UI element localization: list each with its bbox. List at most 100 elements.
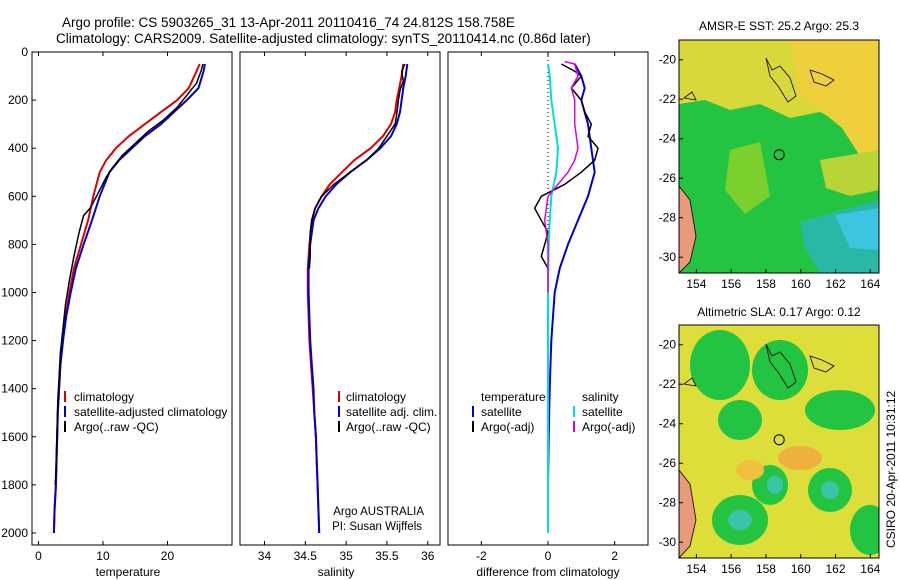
temperature-climatology-line	[52, 63, 201, 534]
salinity-annotation-pi: PI: Susan Wijffels	[332, 521, 422, 533]
sla-xtick-label: 154	[686, 562, 706, 576]
sst-map-frame	[678, 39, 880, 274]
temperature-xticks: 0 10 20	[35, 52, 174, 563]
difference-legend-sal-satellite: satellite	[582, 405, 623, 419]
sal-xtick-label: 34	[258, 549, 272, 563]
difference-legend-temp-argo: Argo(-adj)	[481, 420, 534, 434]
sst-xtick-label: 162	[826, 277, 846, 291]
salinity-legend-argo: Argo(..raw -QC)	[346, 420, 431, 434]
temperature-legend-satellite: satellite-adjusted climatology	[74, 405, 227, 419]
sla-ytick-label: -26	[659, 456, 677, 470]
sst-map-xticks: 154 156 158 160 162 164	[686, 269, 881, 291]
sst-ytick-label: -26	[659, 171, 677, 185]
salinity-plot-frame	[239, 51, 441, 546]
sal-xtick-label: 34.5	[294, 549, 318, 563]
sst-warm-region-east	[820, 150, 879, 196]
salinity-legend: climatology satellite adj. clim. Argo(..…	[338, 390, 437, 434]
difference-sal-satellite-line	[547, 63, 560, 533]
salinity-argo-line	[308, 63, 406, 269]
difference-legend-temp-satellite: satellite	[481, 405, 522, 419]
salinity-legend-satellite: satellite adj. clim.	[346, 405, 437, 419]
sst-mid-region	[725, 142, 770, 214]
sst-coastline-reef-2	[809, 69, 835, 87]
temperature-argo-line	[54, 63, 204, 485]
sla-orange-patch-2	[736, 460, 764, 480]
temperature-legend-climatology: climatology	[74, 390, 134, 404]
sal-xtick-label: 35.5	[375, 549, 399, 563]
temp-ytick-label: 1600	[1, 430, 28, 444]
temperature-plot-frame	[31, 51, 233, 546]
sst-coastline-reef-1	[765, 57, 797, 103]
sst-map-field	[679, 40, 879, 273]
difference-temp-satellite-line	[547, 63, 596, 533]
salinity-annotation-program: Argo AUSTRALIA	[333, 506, 424, 518]
sla-green-patch-1	[690, 330, 750, 400]
sst-map-title: AMSR-E SST: 25.2 Argo: 25.3	[699, 19, 859, 33]
salinity-legend-swatch-satellite	[338, 406, 340, 417]
temp-ytick-label: 200	[8, 93, 28, 107]
sla-land-mass	[679, 469, 697, 558]
sst-argo-location-marker	[773, 149, 785, 161]
difference-sal-argo-line	[543, 60, 579, 293]
salinity-satellite-line	[307, 63, 409, 534]
sla-cyan-patch-3	[821, 481, 839, 499]
temp-ytick-label: 1200	[1, 334, 28, 348]
temp-ytick-label: 1000	[1, 285, 28, 299]
sst-warm-region-northeast	[790, 40, 879, 156]
sla-cyan-patch-1	[728, 510, 752, 530]
difference-xlabel: difference from climatology	[476, 565, 619, 579]
sst-cool-region-core	[835, 208, 879, 250]
sla-map-xticks: 154 156 158 160 162 164	[686, 554, 881, 576]
difference-legend-temperature-title: temperature	[481, 390, 546, 404]
sla-coastline-reef-1	[765, 343, 797, 389]
temperature-xlabel: temperature	[96, 565, 161, 579]
temp-ytick-label: 0	[21, 45, 28, 59]
temperature-legend: climatology satellite-adjusted climatolo…	[64, 390, 227, 434]
sst-xtick-label: 164	[860, 277, 880, 291]
temp-ytick-label: 1400	[1, 382, 28, 396]
sla-xtick-label: 156	[721, 562, 741, 576]
sla-green-patch-3	[718, 400, 762, 440]
temp-ytick-label: 2000	[1, 526, 28, 540]
sla-map-frame	[678, 324, 880, 559]
difference-legend-swatch-sal-satellite	[573, 406, 575, 417]
header-line-2: Climatology: CARS2009. Satellite-adjuste…	[56, 31, 591, 46]
salinity-legend-climatology: climatology	[346, 390, 406, 404]
sla-orange-patch-1	[778, 446, 822, 470]
temperature-legend-swatch-satellite	[64, 406, 66, 417]
sal-xtick-label: 36	[421, 549, 435, 563]
temp-ytick-label: 600	[8, 189, 28, 203]
sla-ytick-label: -30	[659, 535, 677, 549]
sla-xtick-label: 162	[826, 562, 846, 576]
temperature-yticks: 0 200 400 600 800 1000 1200 1400 1600 1800 2000	[1, 45, 36, 540]
sst-ytick-label: -22	[659, 92, 677, 106]
sst-xtick-label: 158	[756, 277, 776, 291]
difference-legend-swatch-temp-argo	[472, 421, 474, 432]
temperature-satellite-line	[52, 63, 206, 534]
side-timestamp: CSIRO 20-Apr-2011 10:31:12	[884, 390, 898, 548]
sla-xtick-label: 164	[860, 562, 880, 576]
temp-ytick-label: 1800	[1, 478, 28, 492]
sla-map-yticks: -20 -22 -24 -26 -28 -30	[659, 338, 683, 549]
sla-ytick-label: -22	[659, 377, 677, 391]
temp-xtick-label: 20	[161, 549, 175, 563]
sst-coastline-reef-3	[683, 91, 697, 101]
sla-xtick-label: 160	[791, 562, 811, 576]
sal-xtick-label: 35	[339, 549, 353, 563]
sla-ytick-label: -20	[659, 338, 677, 352]
difference-xticks: -2 0 2	[476, 52, 618, 563]
salinity-xticks: 34 34.5 35 35.5 36	[258, 52, 435, 563]
diff-xtick-label: 2	[611, 549, 618, 563]
sst-ytick-label: -20	[659, 53, 677, 67]
temp-xtick-label: 0	[35, 549, 42, 563]
difference-legend-sal-argo: Argo(-adj)	[582, 420, 635, 434]
sla-coastline-reef-2	[809, 355, 835, 373]
temperature-legend-swatch-climatology	[64, 391, 66, 402]
temperature-legend-argo: Argo(..raw -QC)	[74, 420, 159, 434]
difference-legend-swatch-sal-argo	[573, 421, 575, 432]
sst-ytick-label: -28	[659, 211, 677, 225]
temperature-legend-swatch-argo	[64, 421, 66, 432]
difference-legend-swatch-temp-satellite	[472, 406, 474, 417]
header-line-1: Argo profile: CS 5903265_31 13-Apr-2011 …	[62, 15, 515, 30]
sst-xtick-label: 156	[721, 277, 741, 291]
